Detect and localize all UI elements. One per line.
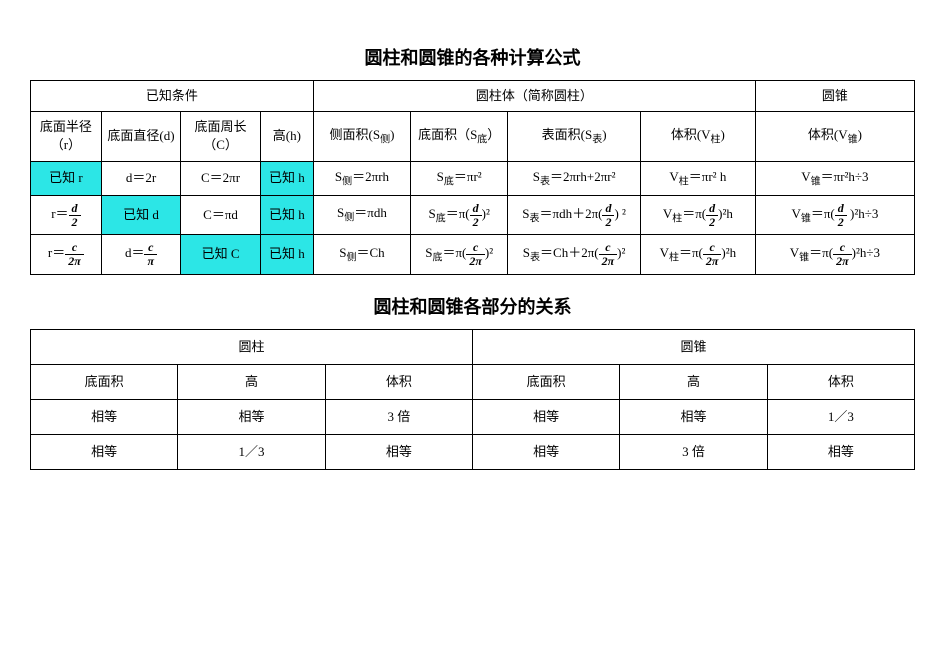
- frac-c-over-2pi: c2π: [65, 241, 84, 267]
- rel-col-base-2: 底面积: [472, 364, 619, 399]
- rel-col-h-2: 高: [620, 364, 767, 399]
- rel-row-2: 相等 1／3 相等 相等 3 倍 相等: [31, 435, 915, 470]
- cell-known-h-3: 已知 h: [260, 235, 313, 274]
- cell-sbase-r: S底＝πr²: [411, 161, 508, 196]
- rel-d4: 相等: [472, 435, 619, 470]
- cell-r-from-d: r＝d2: [31, 196, 102, 235]
- rel-hdr-2: 底面积 高 体积 底面积 高 体积: [31, 364, 915, 399]
- cell-c-from-r: C＝2πr: [181, 161, 261, 196]
- col-s-side: 侧面积(S侧): [313, 112, 410, 161]
- rel-col-v-1: 体积: [325, 364, 472, 399]
- col-v-cyl: 体积(V柱): [640, 112, 755, 161]
- hdr-cone: 圆锥: [755, 81, 914, 112]
- frac-c-over-pi: cπ: [144, 241, 157, 267]
- rel-c3: 3 倍: [325, 399, 472, 434]
- cell-vcyl-c: V柱＝π(c2π)²h: [640, 235, 755, 274]
- cell-sside-c: S侧＝Ch: [313, 235, 410, 274]
- cell-ssurf-r: S表＝2πrh+2πr²: [508, 161, 641, 196]
- cell-vcone-d: V锥＝π(d2 )²h÷3: [755, 196, 914, 235]
- frac-d-over-2: d2: [69, 202, 81, 228]
- cell-sbase-d: S底＝π(d2)²: [411, 196, 508, 235]
- cell-known-c: 已知 C: [181, 235, 261, 274]
- row-known-c: r＝c2π d＝cπ 已知 C 已知 h S侧＝Ch S底＝π(c2π)² S表…: [31, 235, 915, 274]
- rel-row-1: 相等 相等 3 倍 相等 相等 1／3: [31, 399, 915, 434]
- col-d: 底面直径(d): [101, 112, 181, 161]
- rel-c2: 相等: [178, 399, 325, 434]
- title-formulas: 圆柱和圆锥的各种计算公式: [30, 44, 915, 70]
- rel-hdr-cyl: 圆柱: [31, 329, 473, 364]
- rel-col-base-1: 底面积: [31, 364, 178, 399]
- col-h: 高(h): [260, 112, 313, 161]
- hdr-row-1: 已知条件 圆柱体（简称圆柱） 圆锥: [31, 81, 915, 112]
- cell-known-h-1: 已知 h: [260, 161, 313, 196]
- col-r: 底面半径（r）: [31, 112, 102, 161]
- table-relations: 圆柱 圆锥 底面积 高 体积 底面积 高 体积 相等 相等 3 倍 相等 相等 …: [30, 329, 915, 471]
- hdr-row-2: 底面半径（r） 底面直径(d) 底面周长（C） 高(h) 侧面积(S侧) 底面积…: [31, 112, 915, 161]
- cell-sside-r: S侧＝2πrh: [313, 161, 410, 196]
- cell-vcone-r: V锥＝πr²h÷3: [755, 161, 914, 196]
- cell-vcone-c: V锥＝π(c2π)²h÷3: [755, 235, 914, 274]
- cell-known-d: 已知 d: [101, 196, 181, 235]
- cell-ssurf-d: S表＝πdh＋2π(d2) ²: [508, 196, 641, 235]
- rel-hdr-1: 圆柱 圆锥: [31, 329, 915, 364]
- col-v-cone: 体积(V锥): [755, 112, 914, 161]
- rel-c5: 相等: [620, 399, 767, 434]
- rel-c4: 相等: [472, 399, 619, 434]
- rel-col-v-2: 体积: [767, 364, 914, 399]
- cell-vcyl-d: V柱＝π(d2)²h: [640, 196, 755, 235]
- rel-d2: 1／3: [178, 435, 325, 470]
- cell-c-from-d: C＝πd: [181, 196, 261, 235]
- cell-d-from-r: d＝2r: [101, 161, 181, 196]
- row-known-d: r＝d2 已知 d C＝πd 已知 h S侧＝πdh S底＝π(d2)² S表＝…: [31, 196, 915, 235]
- col-s-surf: 表面积(S表): [508, 112, 641, 161]
- rel-d3: 相等: [325, 435, 472, 470]
- rel-c1: 相等: [31, 399, 178, 434]
- cell-vcyl-r: V柱＝πr² h: [640, 161, 755, 196]
- rel-c6: 1／3: [767, 399, 914, 434]
- cell-ssurf-c: S表＝Ch＋2π(c2π)²: [508, 235, 641, 274]
- cell-d-from-c: d＝cπ: [101, 235, 181, 274]
- title-relations: 圆柱和圆锥各部分的关系: [30, 293, 915, 319]
- rel-d6: 相等: [767, 435, 914, 470]
- hdr-cylinder: 圆柱体（简称圆柱）: [313, 81, 755, 112]
- cell-known-r: 已知 r: [31, 161, 102, 196]
- cell-sbase-c: S底＝π(c2π)²: [411, 235, 508, 274]
- rel-hdr-cone: 圆锥: [472, 329, 914, 364]
- rel-d1: 相等: [31, 435, 178, 470]
- col-s-base: 底面积（S底）: [411, 112, 508, 161]
- table-formulas: 已知条件 圆柱体（简称圆柱） 圆锥 底面半径（r） 底面直径(d) 底面周长（C…: [30, 80, 915, 275]
- cell-r-from-c: r＝c2π: [31, 235, 102, 274]
- rel-d5: 3 倍: [620, 435, 767, 470]
- cell-sside-d: S侧＝πdh: [313, 196, 410, 235]
- rel-col-h-1: 高: [178, 364, 325, 399]
- cell-known-h-2: 已知 h: [260, 196, 313, 235]
- col-c: 底面周长（C）: [181, 112, 261, 161]
- hdr-condition: 已知条件: [31, 81, 314, 112]
- row-known-r: 已知 r d＝2r C＝2πr 已知 h S侧＝2πrh S底＝πr² S表＝2…: [31, 161, 915, 196]
